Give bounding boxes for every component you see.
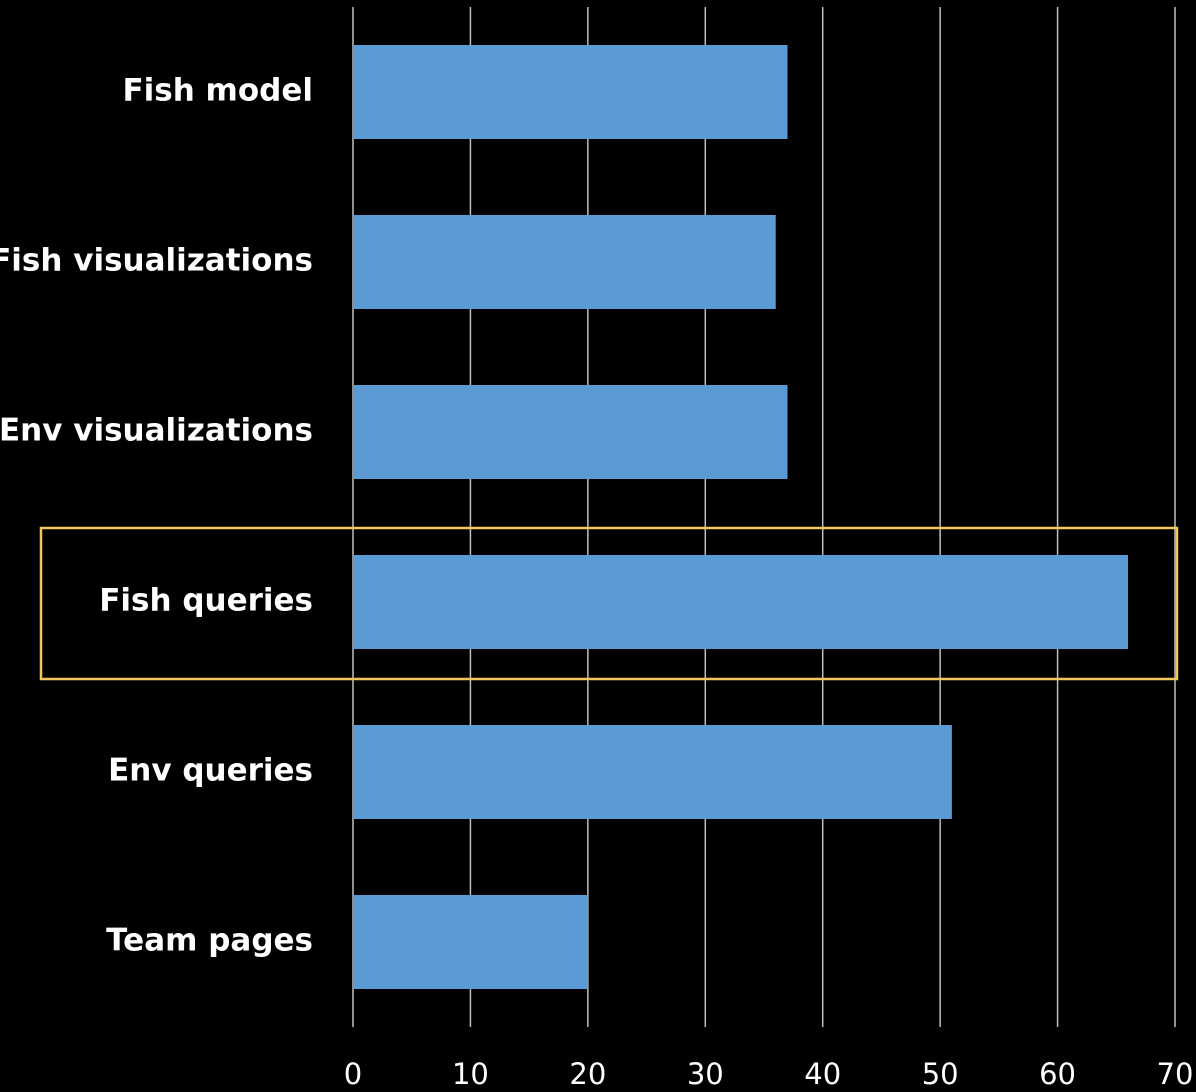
x-tick-label: 60 bbox=[1039, 1057, 1076, 1091]
x-tick-label: 40 bbox=[804, 1057, 841, 1091]
y-tick-label: Env queries bbox=[108, 753, 313, 789]
bar bbox=[353, 385, 788, 479]
grid-layer bbox=[352, 7, 1176, 1027]
x-tick-label: 10 bbox=[452, 1057, 489, 1091]
x-tick-label: 20 bbox=[569, 1057, 606, 1091]
bar bbox=[353, 725, 952, 819]
y-tick-label: Env visualizations bbox=[0, 413, 313, 449]
x-tick-label: 30 bbox=[687, 1057, 724, 1091]
y-tick-label: Fish model bbox=[122, 73, 313, 109]
bar bbox=[353, 555, 1129, 649]
y-tick-label: Team pages bbox=[106, 923, 313, 959]
bar bbox=[353, 215, 776, 309]
y-tick-label: Fish queries bbox=[99, 583, 313, 619]
highlight-box bbox=[39, 526, 1179, 681]
x-tick-label: 0 bbox=[344, 1057, 362, 1091]
x-tick-label: 50 bbox=[922, 1057, 959, 1091]
bar-layer bbox=[353, 45, 1129, 989]
y-tick-label: Fish visualizations bbox=[0, 243, 313, 279]
bar bbox=[353, 45, 788, 139]
bar bbox=[353, 895, 588, 989]
x-tick-label: 70 bbox=[1157, 1057, 1194, 1091]
